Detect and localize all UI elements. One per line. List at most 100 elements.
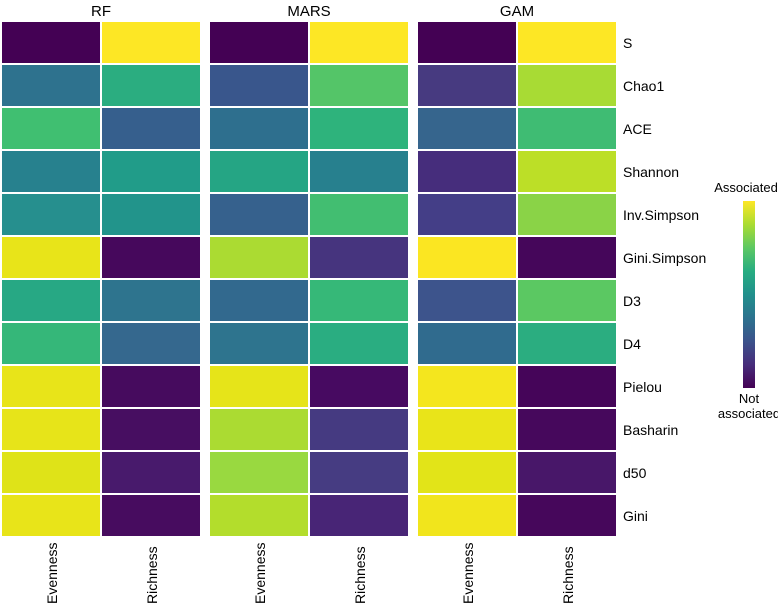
heatmap-cell-mars-Pielou-Evenness [210, 366, 308, 407]
heatmap-cell-rf-ACE-Richness [102, 108, 200, 149]
row-axis-labels: S Chao1 ACE Shannon Inv.Simpson Gini.Simpson D… [623, 22, 773, 536]
row-label-inv.simpson: Inv.Simpson [623, 206, 699, 223]
heatmap-cell-mars-Gini-Evenness [210, 495, 308, 536]
row-label-d3: D3 [623, 292, 641, 309]
heatmap-cell-mars-Gini-Richness [310, 495, 408, 536]
heatmap-cell-gam-D3-Evenness [418, 280, 516, 321]
heatmap-cell-mars-Basharin-Richness [310, 409, 408, 450]
heatmap-cell-rf-Gini.Simpson-Evenness [2, 237, 100, 278]
heatmap-cell-gam-Basharin-Evenness [418, 409, 516, 450]
heatmap-cell-rf-D3-Richness [102, 280, 200, 321]
heatmap-cell-mars-Basharin-Evenness [210, 409, 308, 450]
heatmap-cell-mars-ACE-Richness [310, 108, 408, 149]
row-label-chao1: Chao1 [623, 77, 665, 94]
heatmap-cell-rf-D4-Evenness [2, 323, 100, 364]
heatmap-cell-gam-D4-Richness [518, 323, 616, 364]
heatmap-cell-mars-D4-Evenness [210, 323, 308, 364]
heatmap-cell-rf-Gini-Richness [102, 495, 200, 536]
legend-colorbar [743, 201, 755, 388]
column-label-evenness: Evenness [252, 542, 268, 604]
heatmap-cell-rf-d50-Richness [102, 452, 200, 493]
heatmap-cell-mars-D3-Evenness [210, 280, 308, 321]
legend-label-not-line1: Not [738, 391, 760, 406]
heatmap-cell-rf-Chao1-Richness [102, 65, 200, 106]
heatmap-cell-gam-Basharin-Richness [518, 409, 616, 450]
heatmap-cell-rf-Pielou-Evenness [2, 366, 100, 407]
heatmap-cell-gam-Gini.Simpson-Evenness [418, 237, 516, 278]
heatmap-cell-gam-Pielou-Richness [518, 366, 616, 407]
heatmap-panel-mars [210, 22, 408, 536]
heatmap-cell-mars-Chao1-Evenness [210, 65, 308, 106]
heatmap-cell-gam-ACE-Richness [518, 108, 616, 149]
heatmap-cell-rf-Shannon-Richness [102, 151, 200, 192]
row-label-d50: d50 [623, 464, 647, 481]
heatmap-cell-mars-Inv.Simpson-Evenness [210, 194, 308, 235]
heatmap-cell-rf-Chao1-Evenness [2, 65, 100, 106]
column-label-evenness: Evenness [460, 542, 476, 604]
heatmap-cell-mars-Pielou-Richness [310, 366, 408, 407]
heatmap-panel-rf [2, 22, 200, 536]
legend-label-associated: Associated [714, 180, 778, 195]
heatmap-cell-gam-Inv.Simpson-Richness [518, 194, 616, 235]
heatmap-cell-mars-Gini.Simpson-Evenness [210, 237, 308, 278]
row-label-s: S [623, 34, 633, 51]
heatmap-cell-gam-d50-Evenness [418, 452, 516, 493]
panel-title-mars: MARS [287, 3, 331, 20]
heatmap-cell-gam-Inv.Simpson-Evenness [418, 194, 516, 235]
column-label-richness: Richness [352, 546, 368, 604]
heatmap-cell-rf-Gini.Simpson-Richness [102, 237, 200, 278]
heatmap-cell-gam-Chao1-Evenness [418, 65, 516, 106]
legend-label-not-associated: Not associated [686, 391, 778, 421]
column-label-evenness: Evenness [44, 542, 60, 604]
heatmap-cell-rf-Pielou-Richness [102, 366, 200, 407]
heatmap-cell-rf-Basharin-Richness [102, 409, 200, 450]
heatmap-cell-rf-D4-Richness [102, 323, 200, 364]
heatmap-cell-gam-Gini-Richness [518, 495, 616, 536]
heatmap-cell-gam-Shannon-Richness [518, 151, 616, 192]
heatmap-cell-gam-S-Richness [518, 22, 616, 63]
heatmap-cell-mars-Chao1-Richness [310, 65, 408, 106]
heatmap-cell-mars-d50-Richness [310, 452, 408, 493]
heatmap-cell-rf-d50-Evenness [2, 452, 100, 493]
heatmap-cell-gam-Gini-Evenness [418, 495, 516, 536]
legend-label-not-line2: associated [717, 406, 778, 421]
heatmap-cell-rf-S-Richness [102, 22, 200, 63]
heatmap-cell-mars-Gini.Simpson-Richness [310, 237, 408, 278]
heatmap-cell-gam-Gini.Simpson-Richness [518, 237, 616, 278]
row-label-gini: Gini [623, 507, 648, 524]
heatmap-cell-gam-Chao1-Richness [518, 65, 616, 106]
heatmap-cell-rf-D3-Evenness [2, 280, 100, 321]
heatmap-cell-mars-d50-Evenness [210, 452, 308, 493]
panel-title-gam: GAM [499, 3, 535, 20]
heatmap-cell-rf-Inv.Simpson-Richness [102, 194, 200, 235]
row-label-basharin: Basharin [623, 421, 679, 438]
heatmap-cell-mars-Shannon-Richness [310, 151, 408, 192]
heatmap-cell-rf-Basharin-Evenness [2, 409, 100, 450]
heatmap-cell-mars-Inv.Simpson-Richness [310, 194, 408, 235]
row-label-gini.simpson: Gini.Simpson [623, 249, 707, 266]
heatmap-cell-gam-S-Evenness [418, 22, 516, 63]
heatmap-cell-mars-D4-Richness [310, 323, 408, 364]
heatmap-cell-gam-Shannon-Evenness [418, 151, 516, 192]
heatmap-panel-gam [418, 22, 616, 536]
heatmap-cell-rf-S-Evenness [2, 22, 100, 63]
column-label-richness: Richness [144, 546, 160, 604]
heatmap-cell-rf-Shannon-Evenness [2, 151, 100, 192]
row-label-ace: ACE [623, 120, 652, 137]
panel-title-rf: RF [91, 3, 111, 20]
heatmap-cell-rf-Inv.Simpson-Evenness [2, 194, 100, 235]
row-label-pielou: Pielou [623, 378, 662, 395]
heatmap-cell-gam-d50-Richness [518, 452, 616, 493]
heatmap-cell-mars-S-Richness [310, 22, 408, 63]
heatmap-cell-mars-ACE-Evenness [210, 108, 308, 149]
heatmap-cell-rf-ACE-Evenness [2, 108, 100, 149]
heatmap-cell-mars-S-Evenness [210, 22, 308, 63]
column-label-richness: Richness [560, 546, 576, 604]
heatmap-cell-rf-Gini-Evenness [2, 495, 100, 536]
heatmap-cell-gam-D3-Richness [518, 280, 616, 321]
heatmap-cell-gam-ACE-Evenness [418, 108, 516, 149]
heatmap-cell-mars-D3-Richness [310, 280, 408, 321]
heatmap-cell-mars-Shannon-Evenness [210, 151, 308, 192]
heatmap-cell-gam-Pielou-Evenness [418, 366, 516, 407]
